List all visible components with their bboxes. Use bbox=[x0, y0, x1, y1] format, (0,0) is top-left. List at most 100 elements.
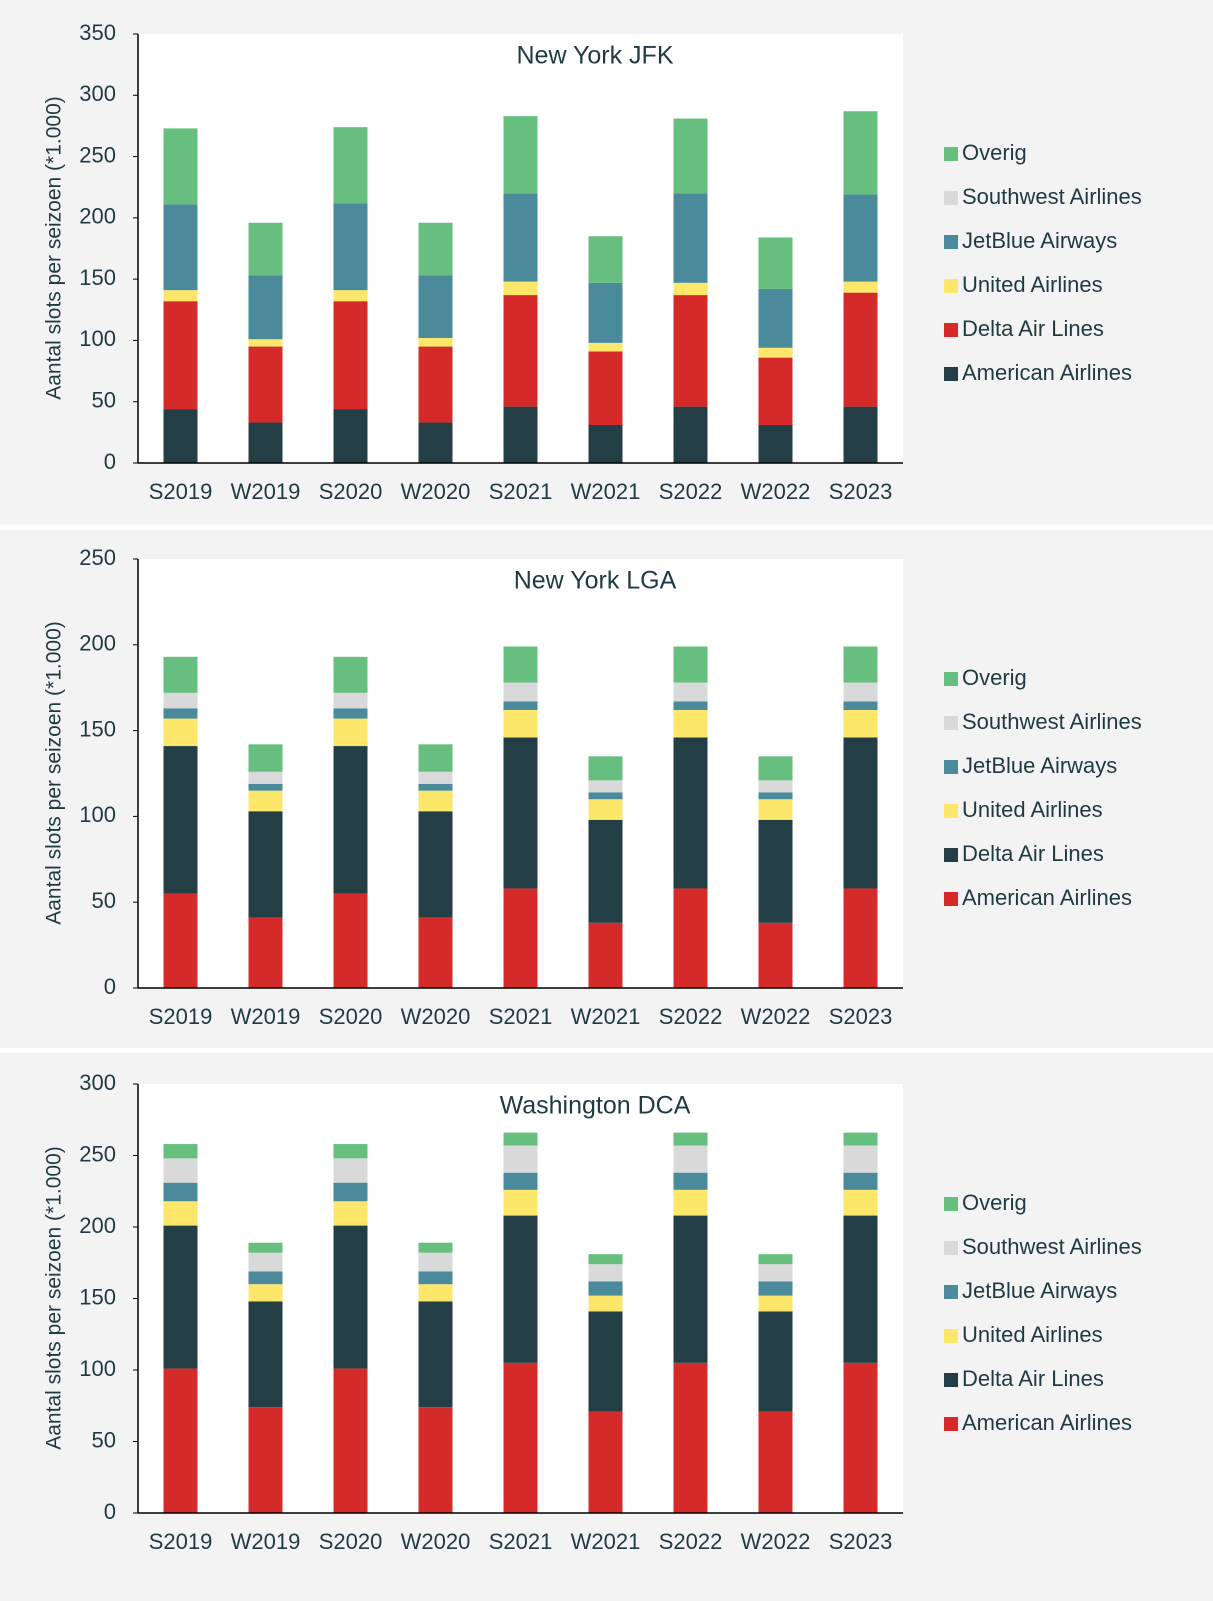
bar-segment bbox=[248, 771, 283, 784]
legend-swatch bbox=[944, 804, 958, 818]
y-tick-label: 50 bbox=[92, 888, 116, 913]
bar-segment bbox=[843, 1215, 878, 1363]
bar-segment bbox=[248, 339, 283, 347]
bar-segment bbox=[418, 744, 453, 772]
bar-segment bbox=[673, 1132, 708, 1146]
bar-segment bbox=[673, 193, 708, 283]
bar-segment bbox=[503, 737, 538, 889]
legend-label: Delta Air Lines bbox=[962, 316, 1104, 341]
bar-segment bbox=[333, 718, 368, 747]
y-tick-label: 50 bbox=[92, 1427, 116, 1452]
bar-segment bbox=[163, 290, 198, 302]
bar-segment bbox=[673, 646, 708, 683]
bar-segment bbox=[333, 656, 368, 693]
x-tick-label: S2021 bbox=[489, 1004, 553, 1029]
legend-label: Southwest Airlines bbox=[962, 184, 1142, 209]
bar-segment bbox=[843, 737, 878, 889]
bar-segment bbox=[758, 922, 793, 988]
bar-segment bbox=[588, 282, 623, 343]
legend-swatch bbox=[944, 1197, 958, 1211]
legend-label: JetBlue Airways bbox=[962, 228, 1117, 253]
y-tick-label: 150 bbox=[79, 1284, 116, 1309]
bar-segment bbox=[843, 710, 878, 738]
legend-swatch bbox=[944, 279, 958, 293]
bar-segment bbox=[503, 406, 538, 463]
bar-segment bbox=[843, 1132, 878, 1146]
bar-segment bbox=[248, 811, 283, 918]
bar-segment bbox=[843, 701, 878, 711]
bar-segment bbox=[163, 128, 198, 205]
bar-segment bbox=[333, 1368, 368, 1513]
y-tick-label: 100 bbox=[79, 1356, 116, 1381]
bar-segment bbox=[758, 792, 793, 800]
bar-segment bbox=[163, 692, 198, 709]
bar-segment bbox=[758, 425, 793, 463]
x-tick-label: S2022 bbox=[659, 1529, 723, 1554]
y-tick-label: 200 bbox=[79, 1213, 116, 1238]
legend-swatch bbox=[944, 191, 958, 205]
legend-label: Overig bbox=[962, 665, 1027, 690]
legend-label: Southwest Airlines bbox=[962, 709, 1142, 734]
bar-segment bbox=[673, 701, 708, 711]
legend-swatch bbox=[944, 367, 958, 381]
bar-segment bbox=[418, 811, 453, 918]
y-tick-label: 0 bbox=[104, 1499, 116, 1524]
y-tick-label: 50 bbox=[92, 388, 116, 413]
x-tick-label: W2021 bbox=[571, 479, 641, 504]
bar-segment bbox=[333, 1158, 368, 1183]
legend-swatch bbox=[944, 1373, 958, 1387]
bar-segment bbox=[673, 888, 708, 988]
bar-segment bbox=[588, 351, 623, 426]
legend-swatch bbox=[944, 323, 958, 337]
bar-segment bbox=[758, 1281, 793, 1296]
bar-segment bbox=[418, 1407, 453, 1513]
x-tick-label: W2022 bbox=[741, 1529, 811, 1554]
bar-segment bbox=[503, 193, 538, 282]
bar-segment bbox=[248, 1407, 283, 1513]
y-tick-label: 350 bbox=[79, 20, 116, 45]
y-tick-label: 0 bbox=[104, 449, 116, 474]
bar-segment bbox=[248, 783, 283, 791]
bar-segment bbox=[673, 1189, 708, 1216]
bar-segment bbox=[333, 290, 368, 302]
legend-label: American Airlines bbox=[962, 360, 1132, 385]
bar-segment bbox=[843, 1362, 878, 1513]
x-tick-label: S2019 bbox=[149, 479, 213, 504]
x-tick-label: S2021 bbox=[489, 1529, 553, 1554]
y-tick-label: 200 bbox=[79, 631, 116, 656]
bar-segment bbox=[163, 708, 198, 719]
bar-segment bbox=[758, 1264, 793, 1282]
chart-title: New York LGA bbox=[514, 567, 677, 595]
legend-swatch bbox=[944, 1241, 958, 1255]
bar-segment bbox=[418, 783, 453, 791]
bar-segment bbox=[843, 1172, 878, 1190]
bar-segment bbox=[503, 1145, 538, 1173]
separator bbox=[0, 525, 1213, 530]
bar-segment bbox=[588, 819, 623, 923]
bar-segment bbox=[248, 790, 283, 812]
bar-segment bbox=[418, 346, 453, 423]
bar-segment bbox=[758, 347, 793, 358]
x-tick-label: S2021 bbox=[489, 479, 553, 504]
bar-segment bbox=[163, 656, 198, 693]
bar-segment bbox=[503, 710, 538, 738]
bar-segment bbox=[758, 780, 793, 793]
bar-segment bbox=[503, 701, 538, 711]
bar-segment bbox=[503, 1215, 538, 1363]
legend-label: JetBlue Airways bbox=[962, 753, 1117, 778]
x-tick-label: S2022 bbox=[659, 1004, 723, 1029]
bar-segment bbox=[248, 744, 283, 772]
bar-segment bbox=[673, 1145, 708, 1173]
bar-segment bbox=[163, 746, 198, 894]
bar-segment bbox=[333, 301, 368, 410]
bar-segment bbox=[333, 1201, 368, 1226]
bar-segment bbox=[588, 1264, 623, 1282]
bar-segment bbox=[503, 888, 538, 988]
bar-segment bbox=[673, 295, 708, 407]
bar-segment bbox=[588, 1281, 623, 1296]
x-tick-label: W2021 bbox=[571, 1004, 641, 1029]
bar-segment bbox=[248, 1271, 283, 1285]
bar-segment bbox=[248, 222, 283, 276]
bar-segment bbox=[163, 1201, 198, 1226]
